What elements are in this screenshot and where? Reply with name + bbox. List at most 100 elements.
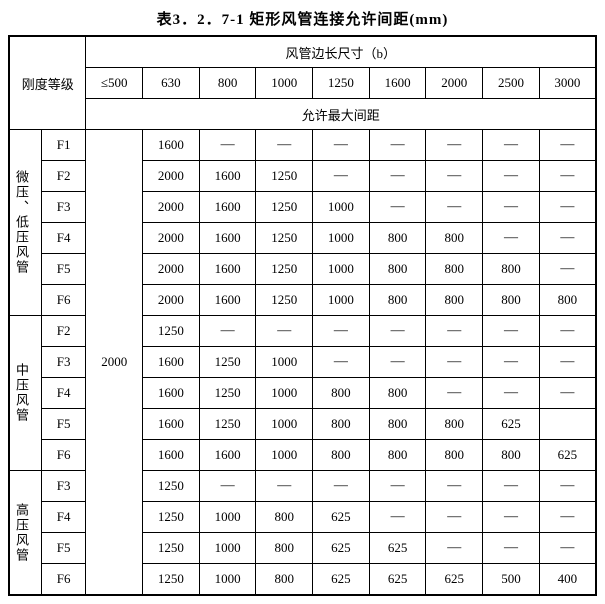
data-cell: 1000 [199, 564, 256, 596]
data-cell: — [426, 316, 483, 347]
data-cell: — [426, 192, 483, 223]
data-cell: — [313, 471, 370, 502]
grade-cell: F6 [41, 440, 86, 471]
data-cell: 1000 [256, 409, 313, 440]
data-cell: 625 [483, 409, 540, 440]
data-cell: — [539, 254, 596, 285]
data-cell: 1250 [143, 316, 200, 347]
data-cell: — [539, 316, 596, 347]
group-label-mid-text: 中压风管 [12, 320, 31, 466]
data-cell: 1000 [313, 192, 370, 223]
data-cell: — [199, 471, 256, 502]
data-cell: 1600 [199, 285, 256, 316]
spacing-table: 刚度等级 风管边长尺寸（b） ≤500 630 800 1000 1250 16… [8, 35, 597, 596]
data-cell: 1600 [199, 161, 256, 192]
col-2000: 2000 [426, 68, 483, 99]
data-cell: 500 [483, 564, 540, 596]
data-cell: 1600 [143, 347, 200, 378]
data-cell: — [539, 130, 596, 161]
data-cell: — [483, 533, 540, 564]
data-cell: — [483, 223, 540, 254]
data-cell: 1250 [143, 471, 200, 502]
data-cell: 800 [256, 564, 313, 596]
data-cell: — [369, 471, 426, 502]
group-label-high-text: 高压风管 [12, 475, 31, 590]
data-cell: — [256, 316, 313, 347]
data-cell: — [313, 161, 370, 192]
data-cell: 625 [539, 440, 596, 471]
data-cell: — [256, 130, 313, 161]
data-cell: 1250 [256, 223, 313, 254]
data-cell [539, 409, 596, 440]
group-label-mid: 中压风管 [9, 316, 41, 471]
grade-cell: F6 [41, 285, 86, 316]
data-cell: — [313, 347, 370, 378]
data-cell: 800 [483, 440, 540, 471]
data-cell: 625 [313, 564, 370, 596]
data-cell: 1600 [199, 223, 256, 254]
header-side-length: 风管边长尺寸（b） [86, 36, 596, 68]
data-cell: 1600 [199, 254, 256, 285]
col-1000: 1000 [256, 68, 313, 99]
data-cell: — [426, 130, 483, 161]
data-cell: 400 [539, 564, 596, 596]
data-cell: 800 [369, 254, 426, 285]
data-cell: — [539, 378, 596, 409]
data-cell: 1600 [143, 409, 200, 440]
data-cell: 625 [369, 533, 426, 564]
data-cell: — [483, 192, 540, 223]
data-cell: 2000 [143, 285, 200, 316]
data-cell: 800 [369, 440, 426, 471]
data-cell: 1000 [256, 440, 313, 471]
col-le500: ≤500 [86, 68, 143, 99]
data-cell: 1600 [143, 440, 200, 471]
data-cell: 800 [256, 502, 313, 533]
data-cell: — [483, 161, 540, 192]
data-cell: 1000 [313, 254, 370, 285]
data-cell: — [313, 130, 370, 161]
header-row-3: 允许最大间距 [9, 99, 596, 130]
data-cell: 1600 [199, 440, 256, 471]
data-cell: — [483, 471, 540, 502]
header-row-2: ≤500 630 800 1000 1250 1600 2000 2500 30… [9, 68, 596, 99]
global-le500-cell: 2000 [86, 130, 143, 596]
data-cell: — [199, 316, 256, 347]
grade-cell: F5 [41, 254, 86, 285]
data-cell: 2000 [143, 161, 200, 192]
grade-cell: F6 [41, 564, 86, 596]
data-cell: 1250 [256, 285, 313, 316]
data-cell: 2000 [143, 254, 200, 285]
data-cell: 1250 [256, 192, 313, 223]
col-3000: 3000 [539, 68, 596, 99]
col-630: 630 [143, 68, 200, 99]
grade-cell: F2 [41, 316, 86, 347]
data-cell: — [369, 347, 426, 378]
data-cell: — [426, 502, 483, 533]
data-cell: 1250 [143, 564, 200, 596]
data-cell: 1250 [143, 502, 200, 533]
header-max-allowed: 允许最大间距 [86, 99, 596, 130]
header-rigidity: 刚度等级 [9, 36, 86, 130]
data-cell: — [539, 471, 596, 502]
data-cell: 1250 [256, 254, 313, 285]
data-cell: 2000 [143, 192, 200, 223]
data-cell: 625 [313, 502, 370, 533]
data-cell: — [369, 316, 426, 347]
grade-cell: F3 [41, 471, 86, 502]
data-cell: 800 [483, 254, 540, 285]
col-800: 800 [199, 68, 256, 99]
data-cell: — [539, 192, 596, 223]
data-cell: 800 [256, 533, 313, 564]
data-cell: — [199, 130, 256, 161]
data-cell: 800 [426, 223, 483, 254]
data-cell: — [369, 502, 426, 533]
table-row: 微压、低压风管 F1 2000 1600 — — — — — — — [9, 130, 596, 161]
data-cell: — [483, 130, 540, 161]
data-cell: — [426, 533, 483, 564]
data-cell: 1250 [199, 409, 256, 440]
data-cell: — [483, 347, 540, 378]
data-cell: 1250 [143, 533, 200, 564]
data-cell: — [426, 161, 483, 192]
group-label-low: 微压、低压风管 [9, 130, 41, 316]
grade-cell: F4 [41, 502, 86, 533]
